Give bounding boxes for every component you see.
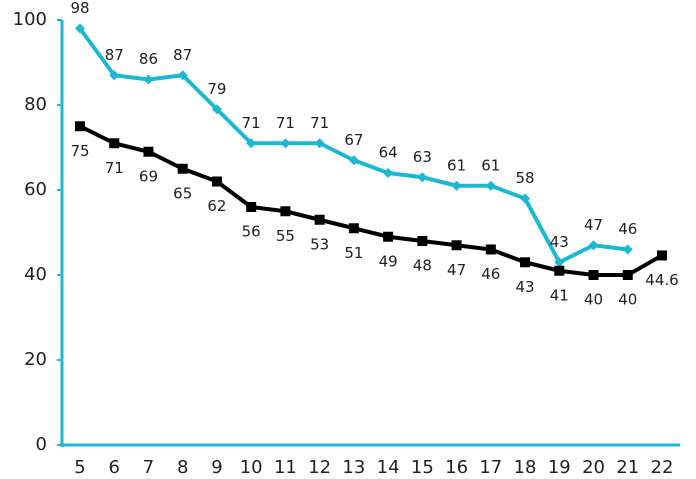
x-tick-label: 21	[616, 457, 639, 478]
series-line	[79, 124, 663, 277]
point	[417, 172, 428, 183]
x-tick-label: 8	[177, 457, 188, 478]
x-tick-label: 15	[411, 457, 434, 478]
point	[280, 206, 291, 217]
data-label: 71	[105, 159, 124, 177]
x-tick-label: 12	[308, 457, 331, 478]
data-label: 46	[481, 265, 500, 283]
point	[417, 236, 428, 246]
x-tick-label: 22	[651, 457, 674, 478]
point	[143, 74, 154, 85]
point	[348, 155, 359, 166]
y-tick-label: 80	[24, 94, 47, 115]
y-tick-label: 60	[24, 179, 47, 200]
data-label: 87	[105, 46, 124, 64]
x-tick-label: 9	[211, 457, 222, 478]
x-tick-label: 14	[377, 457, 400, 478]
data-label: 86	[139, 50, 158, 68]
data-label: 98	[70, 0, 89, 17]
point	[485, 180, 496, 191]
data-label: 65	[173, 184, 192, 202]
data-label: 44.6	[645, 271, 678, 289]
data-label: 58	[516, 169, 535, 187]
data-label: 55	[276, 227, 295, 245]
data-label: 49	[379, 252, 398, 270]
point	[246, 138, 257, 149]
x-tick-label: 16	[445, 457, 468, 478]
point	[143, 146, 154, 157]
x-tick-label: 19	[548, 457, 571, 478]
x-tick-label: 7	[143, 457, 154, 478]
x-tick-label: 17	[479, 457, 502, 478]
x-tick-label: 6	[109, 457, 120, 478]
data-label: 56	[242, 223, 261, 241]
data-label: 64	[379, 144, 398, 162]
data-label: 61	[447, 156, 466, 174]
point	[520, 257, 531, 268]
data-label: 47	[447, 261, 466, 279]
x-tick-label: 18	[514, 457, 537, 478]
point	[177, 70, 188, 81]
data-label: 43	[550, 233, 569, 251]
point	[588, 270, 599, 280]
data-label: 62	[207, 197, 226, 215]
point	[75, 121, 85, 132]
data-label: 53	[310, 235, 329, 253]
data-label: 87	[173, 46, 192, 64]
data-label: 47	[584, 216, 603, 234]
x-tick-label: 10	[240, 457, 263, 478]
point	[314, 138, 325, 149]
point	[554, 257, 565, 268]
point	[109, 70, 120, 81]
data-label: 67	[344, 131, 363, 149]
point	[211, 104, 222, 115]
point	[75, 23, 85, 34]
data-label: 46	[618, 220, 637, 238]
point	[657, 250, 667, 261]
point	[520, 193, 531, 204]
x-tick-label: 11	[274, 457, 297, 478]
point	[588, 240, 599, 251]
point	[211, 176, 222, 187]
point	[246, 202, 257, 212]
data-label: 40	[618, 291, 637, 309]
data-label: 69	[139, 167, 158, 185]
data-label: 51	[344, 244, 363, 262]
data-label: 75	[70, 142, 89, 160]
point	[314, 214, 325, 225]
data-label: 61	[481, 156, 500, 174]
data-label: 40	[584, 291, 603, 309]
y-tick-label: 0	[36, 434, 47, 455]
point	[280, 138, 291, 149]
point	[485, 244, 496, 255]
y-tick-label: 20	[24, 349, 47, 370]
data-label: 41	[550, 286, 569, 304]
y-tick-label: 40	[24, 264, 47, 285]
x-tick-label: 5	[74, 457, 85, 478]
point	[451, 240, 462, 251]
point	[383, 168, 394, 178]
data-label: 71	[242, 114, 261, 132]
y-tick-label: 100	[13, 9, 47, 30]
point	[451, 180, 462, 191]
point	[177, 163, 188, 174]
point	[348, 223, 359, 234]
point	[109, 138, 120, 149]
data-label: 79	[207, 80, 226, 98]
point	[622, 244, 633, 255]
data-label: 71	[276, 114, 295, 132]
data-label: 63	[413, 148, 432, 166]
point	[554, 265, 565, 276]
data-label: 48	[413, 257, 432, 275]
point	[622, 270, 633, 280]
point	[383, 231, 394, 242]
x-tick-label: 13	[342, 457, 365, 478]
data-label: 43	[516, 278, 535, 296]
data-label: 71	[310, 114, 329, 132]
x-tick-label: 20	[582, 457, 605, 478]
